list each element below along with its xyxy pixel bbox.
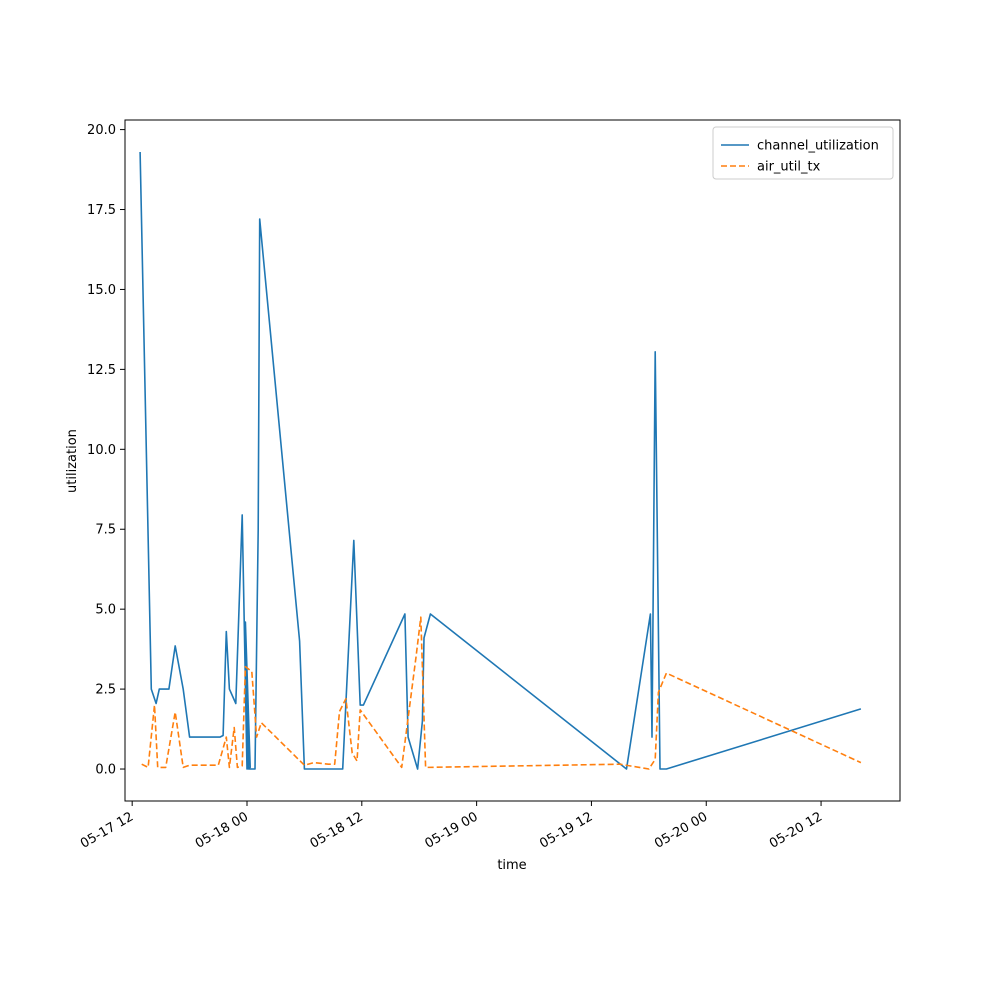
plot-frame <box>124 119 901 802</box>
y-tick-label: 20.0 <box>87 123 116 138</box>
y-tick-label: 15.0 <box>87 283 116 298</box>
y-axis-label: utilization <box>65 429 80 493</box>
y-tick-label: 0.0 <box>95 763 116 778</box>
y-tick-label: 10.0 <box>87 443 116 458</box>
legend: channel_utilization air_util_tx <box>712 126 894 180</box>
y-tick-label: 2.5 <box>95 683 116 698</box>
y-tick-label: 5.0 <box>95 603 116 618</box>
series-line-air-util-tx <box>141 616 862 770</box>
y-tick-label: 17.5 <box>87 203 116 218</box>
legend-label: air_util_tx <box>757 160 821 175</box>
plot-area <box>125 120 900 801</box>
series-line-channel-utilization <box>139 151 862 770</box>
series-group <box>139 151 862 770</box>
legend-label: channel_utilization <box>757 139 879 154</box>
y-axis-ticks: 0.0 2.5 5.0 7.5 10.0 12.5 15.0 17.5 20.0 <box>87 123 125 778</box>
x-axis-label: time <box>497 858 526 873</box>
y-tick-label: 12.5 <box>87 363 116 378</box>
y-tick-label: 7.5 <box>95 523 116 538</box>
legend-box <box>712 126 894 180</box>
